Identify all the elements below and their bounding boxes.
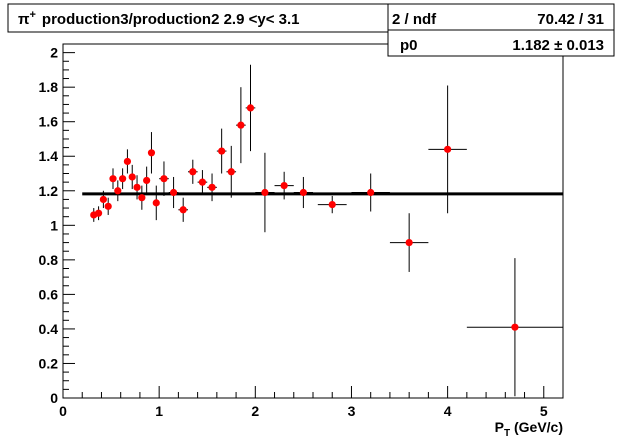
data-point xyxy=(218,147,226,155)
data-point xyxy=(198,178,207,186)
y-tick-label: 0.6 xyxy=(39,286,59,302)
data-point-group xyxy=(119,168,127,190)
p0-value: 1.182 ± 0.013 xyxy=(512,37,604,54)
data-point xyxy=(114,187,122,195)
data-point-group xyxy=(351,173,390,212)
x-tick-label: 0 xyxy=(59,403,67,419)
data-point xyxy=(208,183,216,191)
data-point-group xyxy=(389,213,429,272)
data-point-group xyxy=(255,152,275,233)
data-point xyxy=(138,194,146,202)
p0-label: p0 xyxy=(400,37,418,54)
chi2-label: 2 / ndf xyxy=(392,11,437,28)
data-point-group xyxy=(168,176,179,209)
data-point xyxy=(143,176,151,185)
data-point-group xyxy=(188,159,198,184)
x-tick-label: 1 xyxy=(155,403,163,419)
y-tick-label: 0.8 xyxy=(39,252,59,268)
data-point-group xyxy=(143,166,151,195)
data-point-group xyxy=(428,85,467,214)
data-point-group xyxy=(147,132,156,174)
data-point xyxy=(152,199,160,207)
data-point-group xyxy=(90,208,98,222)
data-point xyxy=(147,149,156,157)
data-point-group xyxy=(317,195,347,214)
data-point xyxy=(104,202,112,210)
title-box-frame xyxy=(7,3,389,33)
data-point-group xyxy=(216,128,227,174)
y-tick-label: 1.4 xyxy=(39,148,59,164)
data-point xyxy=(94,209,103,217)
x-tick-label: 5 xyxy=(540,403,548,419)
y-tick-label: 1.8 xyxy=(39,79,59,95)
data-point xyxy=(367,188,375,197)
x-tick-label: 3 xyxy=(348,403,356,419)
x-tick-label: 2 xyxy=(251,403,259,419)
data-point-group xyxy=(197,170,208,195)
data-point xyxy=(237,121,245,129)
data-point xyxy=(511,323,519,331)
data-point-group xyxy=(245,64,256,152)
title-text: π+ production3/production2 2.9 <y< 3.1 xyxy=(18,9,299,28)
y-tick-label: 1.2 xyxy=(39,183,59,199)
data-points xyxy=(90,64,563,397)
data-point-group xyxy=(128,164,136,190)
data-point xyxy=(246,104,255,112)
data-point xyxy=(227,168,235,176)
data-point xyxy=(123,157,132,166)
data-point-group xyxy=(99,190,107,209)
data-point xyxy=(119,175,127,183)
y-tick-label: 1.6 xyxy=(39,114,59,130)
x-axis-title: PT (GeV/c) xyxy=(495,419,563,439)
data-point-group xyxy=(207,173,217,202)
stats-box: 2 / ndf 70.42 / 31 p0 1.182 ± 0.013 xyxy=(387,3,615,57)
data-point-group xyxy=(236,87,246,164)
data-point xyxy=(133,183,141,191)
data-point xyxy=(128,173,136,181)
data-point-group xyxy=(123,149,132,174)
data-point xyxy=(405,238,413,247)
data-point xyxy=(179,206,187,214)
data-point xyxy=(169,188,178,197)
data-point-group xyxy=(152,185,160,221)
data-point xyxy=(328,200,336,209)
y-tick-label: 0 xyxy=(50,390,58,406)
data-point xyxy=(280,182,288,190)
data-point xyxy=(444,145,452,153)
data-point xyxy=(261,188,269,197)
data-point xyxy=(99,195,107,204)
data-point xyxy=(189,168,197,176)
data-point xyxy=(109,175,117,183)
y-tick-label: 0.4 xyxy=(39,321,59,337)
data-point xyxy=(299,188,307,197)
y-tick-label: 1 xyxy=(50,217,58,233)
title-box: π+ production3/production2 2.9 <y< 3.1 xyxy=(7,3,389,33)
data-point-group xyxy=(133,175,141,200)
data-point-group xyxy=(109,168,117,190)
data-point-group xyxy=(293,176,313,209)
chi2-value: 70.42 / 31 xyxy=(537,11,604,28)
data-point-group xyxy=(104,197,112,215)
y-tick-label: 0.2 xyxy=(39,355,59,371)
data-point-group xyxy=(94,206,103,221)
data-point-group xyxy=(159,161,169,196)
y-axis: 0 0.2 0.4 0.6 0.8 1 1.2 1.4 1.6 1.8 2 xyxy=(39,45,75,406)
data-point xyxy=(160,175,168,183)
data-point-group xyxy=(178,197,188,222)
data-point-group xyxy=(466,258,563,397)
data-point-group xyxy=(226,145,237,198)
data-point-group xyxy=(114,180,122,202)
y-tick-label: 2 xyxy=(50,45,58,61)
x-tick-label: 4 xyxy=(444,403,452,419)
data-point-group xyxy=(274,171,294,200)
x-axis: 0 1 2 3 4 5 xyxy=(59,386,564,419)
data-point-group xyxy=(138,185,146,210)
